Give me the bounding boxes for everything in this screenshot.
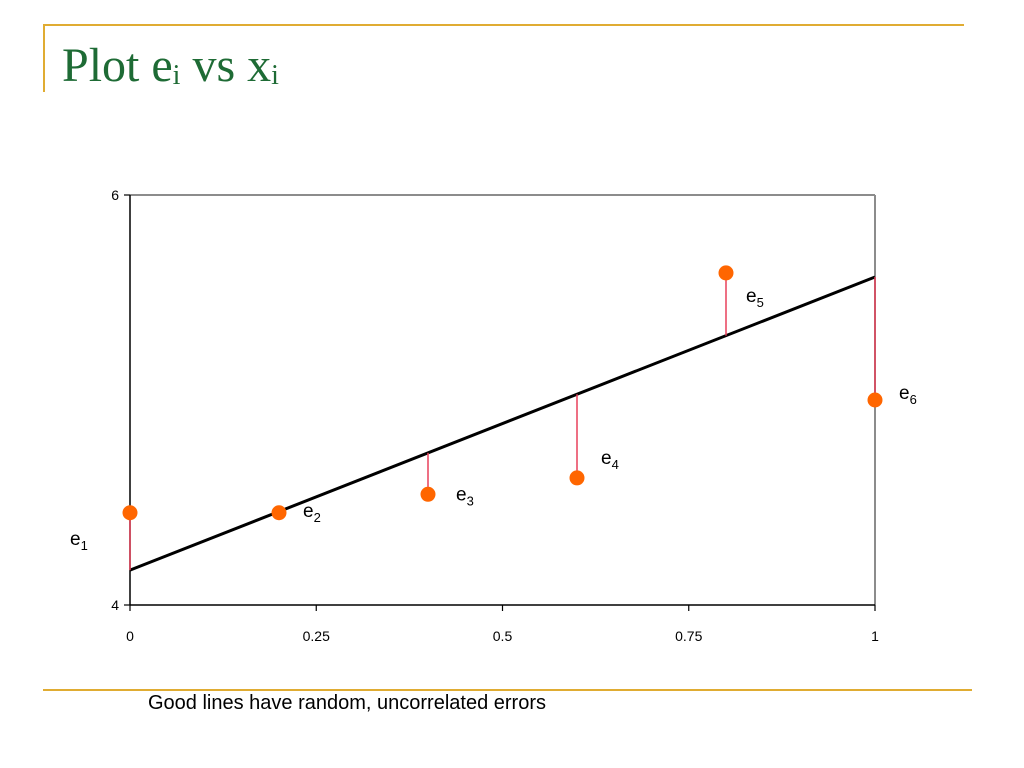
y-tick-label: 6 <box>111 187 119 203</box>
x-axis: 0 0.25 0.5 0.75 1 <box>126 604 879 644</box>
residual-label: e1 <box>70 529 88 553</box>
left-accent-rule <box>43 24 45 92</box>
y-axis: 46 <box>111 187 131 613</box>
title-subscript-i: i <box>172 59 181 91</box>
residual-layer <box>129 272 876 571</box>
residual-label-layer: e1 e2 e3 e4 e5 e6 <box>70 286 917 553</box>
y-tick-label: 4 <box>111 597 119 613</box>
residual-label: e4 <box>601 448 619 472</box>
top-accent-rule <box>43 24 964 26</box>
data-point <box>718 265 734 281</box>
plot-frame <box>130 194 876 605</box>
title-vs-word: vs x <box>180 39 272 92</box>
x-tick-label: 0.25 <box>303 628 330 644</box>
residual-label: e5 <box>746 286 764 310</box>
point-layer <box>122 265 883 521</box>
data-point <box>569 470 585 486</box>
bottom-accent-rule <box>43 689 972 691</box>
x-tick-label: 1 <box>871 628 879 644</box>
residual-label: e2 <box>303 501 321 525</box>
residual-label: e3 <box>456 484 474 508</box>
x-tick-label: 0.5 <box>493 628 513 644</box>
slide-caption: Good lines have random, uncorrelated err… <box>148 692 546 714</box>
data-point <box>420 486 436 502</box>
x-tick-label: 0 <box>126 628 134 644</box>
title-subscript-i-2: i <box>271 59 279 91</box>
residual-label: e6 <box>899 383 917 407</box>
page-title: Plot ei vs xi <box>62 42 279 90</box>
fit-line <box>129 275 876 572</box>
data-point <box>867 392 883 408</box>
data-point <box>271 505 287 521</box>
fit-line-layer <box>129 275 876 572</box>
data-point <box>122 505 138 521</box>
title-plot-word: Plot e <box>62 39 173 92</box>
x-tick-label: 0.75 <box>675 628 702 644</box>
